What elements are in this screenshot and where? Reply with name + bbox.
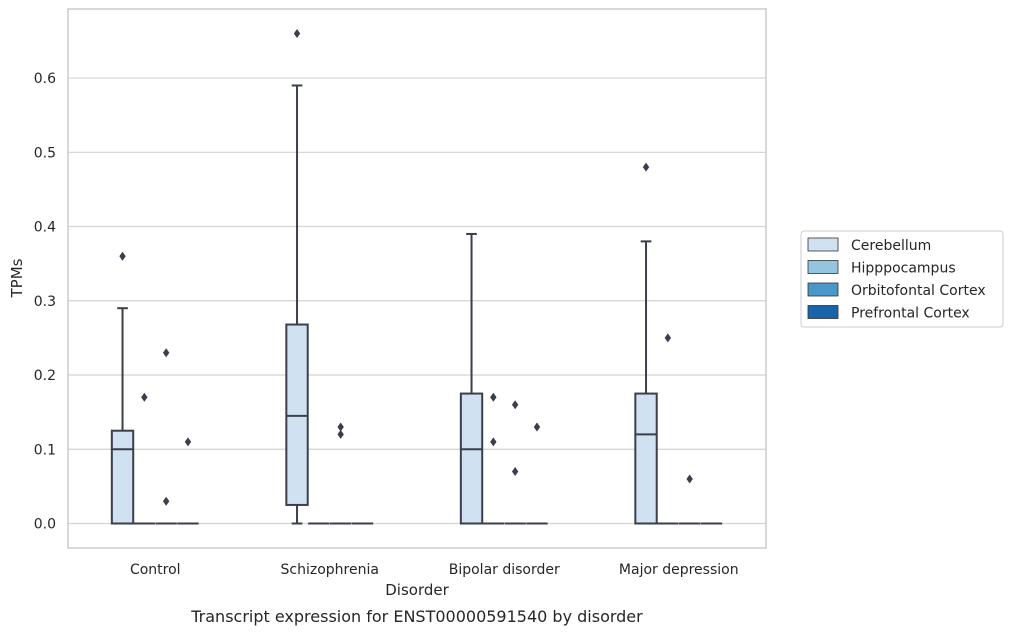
legend-swatch — [807, 260, 839, 274]
legend-frame — [800, 230, 1004, 328]
y-tick-label: 0.5 — [34, 145, 56, 161]
outlier-point — [337, 422, 344, 432]
x-tick-label: Bipolar disorder — [449, 562, 560, 578]
box-group — [678, 474, 701, 525]
legend-swatch — [807, 282, 839, 297]
plot-area — [67, 8, 767, 549]
outlier-point — [686, 474, 693, 484]
x-tick-label: Control — [130, 562, 181, 578]
box-group — [482, 392, 505, 525]
chart-caption: Transcript expression for ENST0000059154… — [190, 607, 643, 626]
box-group — [110, 251, 135, 525]
outlier-point — [664, 333, 672, 343]
box-group — [504, 400, 526, 525]
outlier-point — [490, 437, 497, 447]
legend-label: Orbitofontal Cortex — [851, 283, 986, 299]
y-tick-label: 0.2 — [34, 368, 56, 384]
box-group — [526, 422, 548, 525]
gridlines — [68, 77, 766, 525]
box-group — [133, 392, 156, 525]
x-axis-title: Disorder — [385, 581, 449, 599]
y-axis-title: TPMs — [8, 258, 26, 298]
y-tick-label: 0.0 — [34, 517, 56, 533]
outlier-point — [337, 429, 344, 439]
legend: Cerebellum Hipppocampus Orbitofontal Corte… — [800, 230, 1004, 328]
outlier-point — [511, 400, 519, 410]
legend-swatch — [807, 305, 839, 319]
x-tick-labels: Control Schizophrenia Bipolar disorder Majo… — [130, 562, 739, 578]
box-marks — [110, 29, 723, 525]
box — [285, 323, 309, 506]
box-group — [634, 162, 658, 525]
outlier-point — [293, 29, 301, 38]
box — [634, 392, 658, 525]
box-group — [329, 422, 352, 525]
outlier-point — [490, 392, 497, 402]
y-tick-label: 0.4 — [34, 220, 56, 236]
legend-label: Prefrontal Cortex — [851, 306, 970, 322]
y-tick-labels: 0.0 0.1 0.2 0.3 0.4 0.5 0.6 — [34, 71, 56, 532]
box — [110, 429, 135, 525]
box-group — [285, 29, 309, 525]
y-tick-label: 0.1 — [34, 442, 56, 458]
legend-label: Hipppocampus — [851, 261, 956, 277]
box — [459, 392, 484, 525]
box-group — [155, 348, 177, 525]
y-tick-label: 0.6 — [34, 71, 56, 87]
box-group — [177, 437, 199, 525]
y-tick-label: 0.3 — [34, 294, 56, 310]
x-tick-label: Major depression — [619, 562, 739, 578]
outlier-point — [533, 422, 541, 432]
outlier-point — [162, 496, 170, 506]
outlier-point — [141, 392, 148, 402]
outlier-point — [184, 437, 192, 447]
outlier-point — [642, 162, 650, 172]
outlier-point — [511, 467, 519, 477]
legend-swatch — [807, 237, 839, 252]
box-group — [657, 333, 679, 525]
box-group — [459, 232, 484, 525]
outlier-point — [162, 348, 170, 358]
x-tick-label: Schizophrenia — [281, 562, 379, 578]
outlier-point — [119, 251, 126, 261]
legend-label: Cerebellum — [851, 238, 931, 254]
